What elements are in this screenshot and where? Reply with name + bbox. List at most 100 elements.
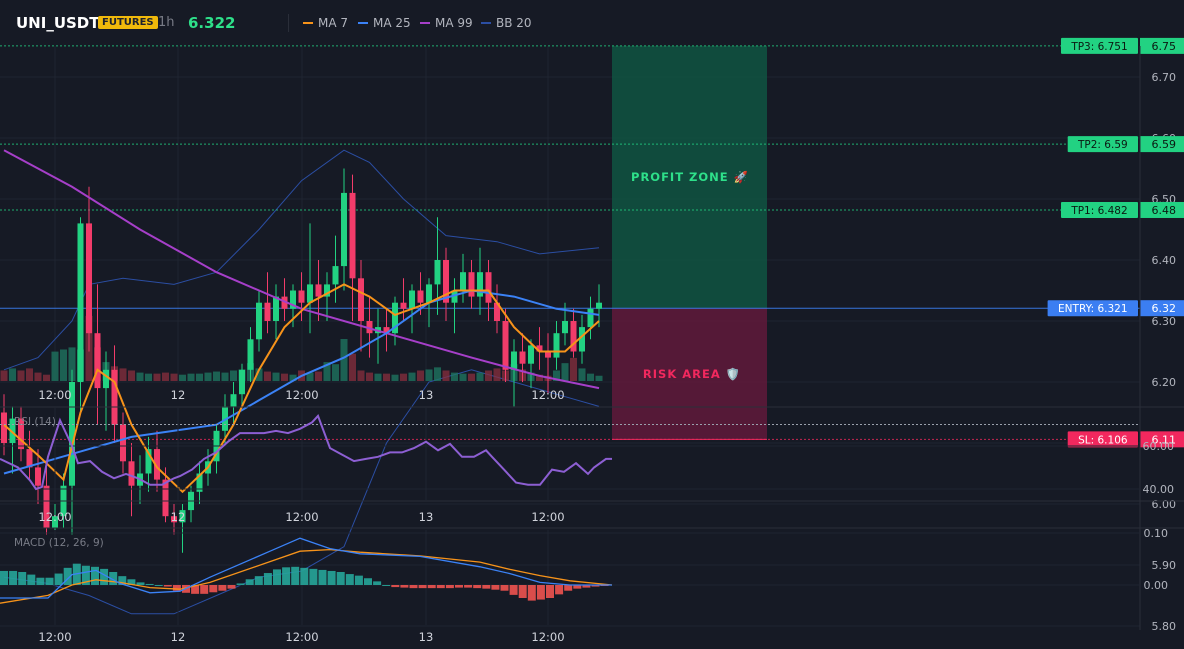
macd-line <box>0 537 612 599</box>
volume-bar <box>289 374 297 381</box>
macd-signal-line <box>0 548 613 604</box>
volume-bar <box>587 373 594 381</box>
volume-bar <box>204 372 212 381</box>
macd-histogram-bar <box>136 582 145 585</box>
level-tick-box-3 <box>1140 300 1184 317</box>
last-price: 6.322 <box>188 14 236 32</box>
candle-body <box>545 351 551 358</box>
macd-histogram-bar <box>218 585 227 591</box>
level-tick-box-1 <box>1140 136 1184 153</box>
volume-bar <box>196 373 203 381</box>
candle-body <box>400 302 407 309</box>
volume-bar <box>468 373 475 381</box>
time-tick-label: 12 <box>171 388 186 402</box>
candle-body <box>145 449 152 474</box>
macd-histogram-bar <box>291 566 300 585</box>
volume-bar <box>485 370 492 381</box>
macd-histogram-bar <box>409 585 418 589</box>
macd-time-tick-label: 12 <box>171 630 186 644</box>
candle-body <box>162 479 169 517</box>
volume-bar <box>349 353 356 381</box>
price-tick-label: 6.30 <box>1152 315 1177 328</box>
candle-body <box>1 412 7 443</box>
ma25-swatch <box>358 21 368 24</box>
volume-bar <box>366 372 373 381</box>
level-label-box-1 <box>1067 136 1138 153</box>
macd-histogram-bar <box>391 585 400 588</box>
macd-histogram-bar <box>354 575 363 585</box>
macd-histogram-bar <box>154 585 163 586</box>
futures-badge: FUTURES <box>98 16 158 29</box>
time-tick-label: 13 <box>419 388 434 402</box>
macd-histogram-bar <box>400 585 409 588</box>
volume-bar <box>383 373 390 381</box>
candle-body <box>494 302 500 321</box>
header-divider <box>288 14 289 32</box>
risk-area-box <box>612 308 767 440</box>
macd-histogram-bar <box>418 585 427 589</box>
time-tick-label: 12:00 <box>531 388 564 402</box>
rsi-title: RSI (14) <box>14 416 56 428</box>
level-label-box-2 <box>1061 201 1138 218</box>
macd-histogram-bar <box>163 585 172 587</box>
chart-header: UNI_USDT FUTURES 1h 6.322 MA 7 MA 25 MA … <box>0 0 1184 46</box>
macd-histogram-bar <box>564 585 573 591</box>
ma25-line <box>3 289 600 475</box>
macd-histogram-bar <box>555 585 564 595</box>
macd-histogram-bar <box>100 568 109 585</box>
level-tick-box-4 <box>1140 431 1184 448</box>
candle-body <box>94 333 101 389</box>
rsi-tick-label: 60.00 <box>1143 440 1175 453</box>
rsi-line <box>0 414 612 491</box>
volume-bar <box>43 374 50 381</box>
candle-body <box>383 327 390 334</box>
macd-histogram-bar <box>509 585 518 595</box>
volume-bar <box>357 370 365 381</box>
candle-body <box>281 296 288 309</box>
volume-bar <box>51 351 59 381</box>
rsi-time-tick-label: 12:00 <box>38 510 71 524</box>
macd-histogram-bar <box>318 569 327 585</box>
candle-body <box>9 418 16 443</box>
macd-histogram-bar <box>209 585 218 593</box>
price-tick-label: 6.40 <box>1152 254 1177 267</box>
level-tick-box-0 <box>1140 37 1184 54</box>
macd-tick-label: 0.00 <box>1144 579 1169 592</box>
macd-histogram-bar <box>482 585 491 589</box>
candle-body <box>519 351 526 364</box>
macd-histogram-bar <box>54 573 63 585</box>
price-tick-label: 5.90 <box>1152 559 1177 572</box>
candle-body <box>426 284 432 303</box>
macd-histogram-bar <box>336 572 345 585</box>
legend-ma7[interactable]: MA 7 <box>303 16 348 30</box>
risk-area-label: RISK AREA 🛡️ <box>643 367 741 381</box>
volume-bar <box>136 372 144 381</box>
macd-histogram-bar <box>445 585 454 589</box>
timeframe-label[interactable]: 1h <box>158 15 175 30</box>
candle-body <box>298 290 305 303</box>
legend-bb20-label: BB 20 <box>496 16 532 30</box>
candle-body <box>468 272 475 297</box>
candle-body <box>230 394 237 407</box>
profit-zone-label: PROFIT ZONE 🚀 <box>631 170 749 184</box>
volume-bar <box>323 362 331 381</box>
candle-body <box>332 266 339 285</box>
candle-body <box>460 272 466 291</box>
candle-body <box>18 418 24 450</box>
volume-bar <box>578 368 586 381</box>
legend-ma99[interactable]: MA 99 <box>420 16 473 30</box>
candle-body <box>443 260 449 303</box>
candle-body <box>35 467 41 486</box>
legend-ma25[interactable]: MA 25 <box>358 16 411 30</box>
macd-histogram-bar <box>200 585 209 594</box>
symbol-name[interactable]: UNI_USDT <box>16 14 100 32</box>
macd-histogram-bar <box>491 585 500 590</box>
candle-body <box>417 290 424 303</box>
legend-bb20[interactable]: BB 20 <box>481 16 532 30</box>
price-tick-label: 6.20 <box>1152 376 1177 389</box>
time-tick-label: 12:00 <box>285 388 318 402</box>
candle-body <box>290 290 296 309</box>
candle-body <box>256 302 262 340</box>
volume-bar <box>425 369 433 381</box>
